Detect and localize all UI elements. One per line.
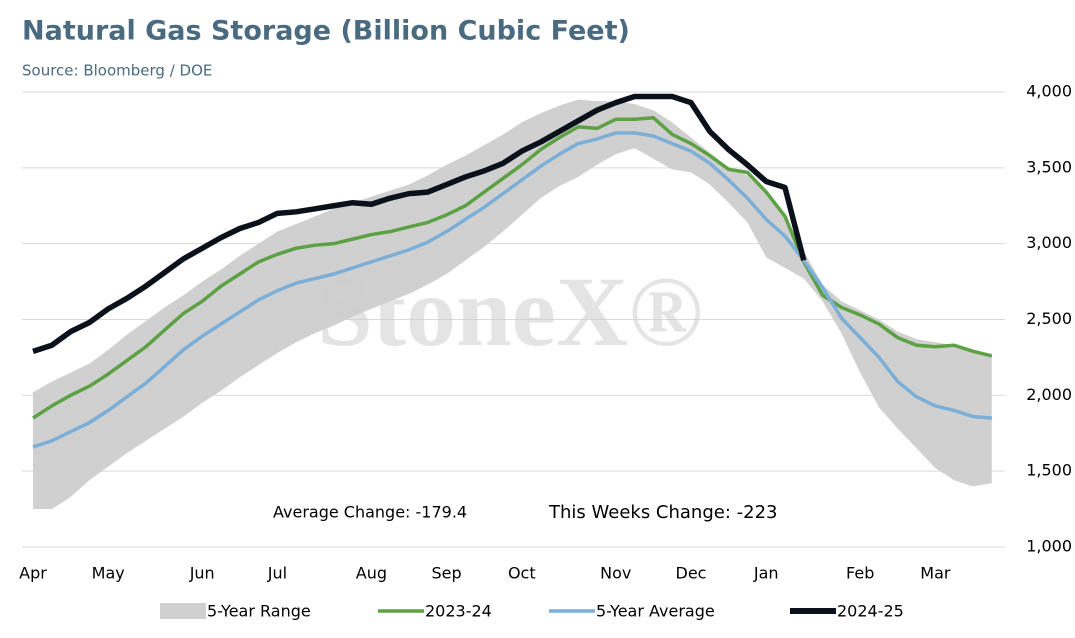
x-tick-label: Jan bbox=[753, 564, 779, 583]
annotation: Average Change: -179.4 bbox=[273, 503, 467, 522]
x-tick-label: Sep bbox=[432, 564, 462, 583]
legend-label: 5-Year Average bbox=[596, 602, 715, 621]
legend-label: 2024-25 bbox=[837, 602, 904, 621]
x-tick-label: Apr bbox=[19, 564, 47, 583]
x-tick-label: May bbox=[92, 564, 125, 583]
y-tick-label: 4,000 bbox=[1026, 82, 1072, 101]
x-tick-label: Nov bbox=[600, 564, 631, 583]
x-tick-label: Jun bbox=[189, 564, 215, 583]
watermark: StoneX® bbox=[317, 256, 703, 367]
legend-label: 5-Year Range bbox=[207, 602, 311, 621]
chart-subtitle: Source: Bloomberg / DOE bbox=[22, 62, 212, 80]
x-tick-label: Dec bbox=[676, 564, 707, 583]
series-line bbox=[32, 131, 992, 449]
x-tick-label: Feb bbox=[846, 564, 874, 583]
y-tick-label: 1,500 bbox=[1026, 461, 1072, 480]
legend-swatch bbox=[160, 603, 206, 619]
y-tick-label: 2,000 bbox=[1026, 385, 1072, 404]
series-line bbox=[32, 93, 807, 354]
x-tick-label: Oct bbox=[508, 564, 536, 583]
legend-label: 2023-24 bbox=[425, 602, 492, 621]
y-tick-label: 3,500 bbox=[1026, 157, 1072, 176]
chart-title: Natural Gas Storage (Billion Cubic Feet) bbox=[22, 16, 630, 47]
y-tick-label: 3,000 bbox=[1026, 233, 1072, 252]
annotation: This Weeks Change: -223 bbox=[548, 502, 777, 523]
y-tick-label: 2,500 bbox=[1026, 309, 1072, 328]
x-tick-label: Jul bbox=[267, 564, 287, 583]
y-tick-label: 1,000 bbox=[1026, 537, 1072, 556]
x-tick-label: Aug bbox=[356, 564, 387, 583]
x-tick-label: Mar bbox=[920, 564, 951, 583]
